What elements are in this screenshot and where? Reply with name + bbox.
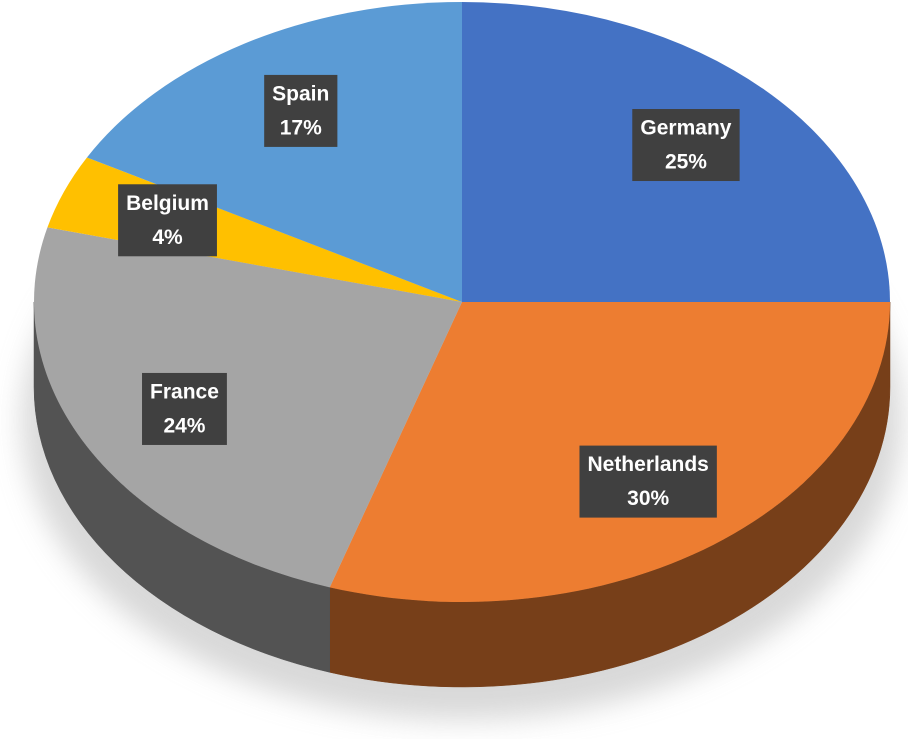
data-label-value: 25% [665, 151, 707, 174]
data-label-box [264, 74, 338, 147]
data-label-name: Germany [640, 117, 731, 140]
data-label-name: Spain [272, 82, 329, 105]
data-label-name: Belgium [126, 192, 209, 215]
slice [33, 227, 463, 588]
data-label-value: 30% [627, 487, 669, 510]
data-label-value: 17% [280, 116, 322, 139]
data-label-value: 4% [152, 226, 183, 249]
data-label-box [142, 372, 227, 445]
slice [86, 2, 463, 302]
data-label-name: France [150, 380, 219, 403]
data-label-box [632, 109, 740, 182]
data-label-value: 24% [163, 414, 205, 437]
data-label-name: Netherlands [587, 453, 708, 476]
data-label-box [118, 184, 217, 257]
data-label-box [579, 445, 717, 518]
